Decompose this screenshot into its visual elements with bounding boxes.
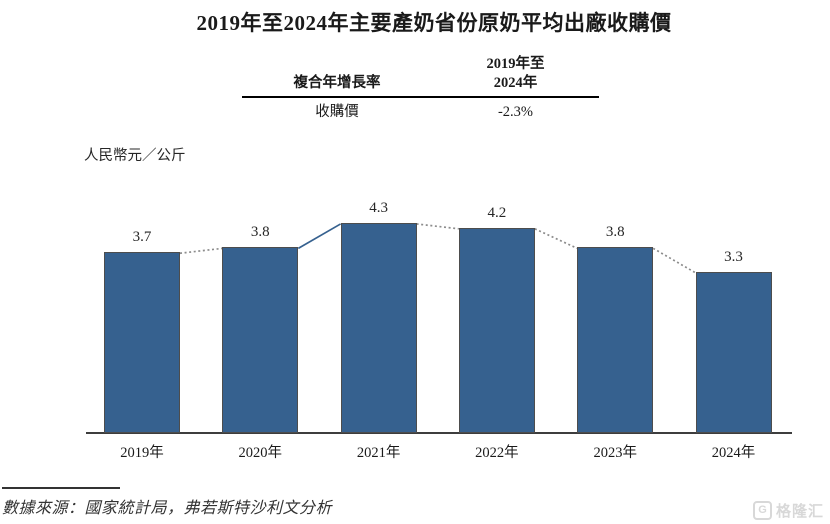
source-note: 數據來源：國家統計局，弗若斯特沙利文分析 xyxy=(2,500,333,517)
value-label-2022年: 4.2 xyxy=(487,204,507,221)
bar-2020年 xyxy=(222,247,299,433)
gelonghui-watermark: G 格隆汇 xyxy=(752,500,824,521)
cagr-period-header: 2019年至 2024年 xyxy=(432,55,599,93)
bar-2023年 xyxy=(577,247,654,433)
connector-2020年-2021年 xyxy=(297,223,342,250)
value-label-2019年: 3.7 xyxy=(132,229,152,246)
gelonghui-logo-text: 格隆汇 xyxy=(775,503,824,520)
bar-2022年 xyxy=(458,227,535,433)
value-label-2021年: 4.3 xyxy=(369,199,388,216)
gelonghui-logo-icon: G xyxy=(752,501,772,520)
cagr-row-label: 收購價 xyxy=(315,104,359,120)
x-axis-label-2023年: 2023年 xyxy=(593,445,637,461)
footnote-divider xyxy=(2,487,120,489)
x-axis-label-2019年: 2019年 xyxy=(120,445,164,461)
cagr-period-line2: 2024年 xyxy=(493,75,538,91)
connector-2023年-2024年 xyxy=(652,247,696,274)
x-axis-label-2021年: 2021年 xyxy=(356,445,401,461)
bar-2021年 xyxy=(340,222,417,433)
bar-2019年 xyxy=(104,252,180,433)
y-axis-unit-label: 人民幣元／公斤 xyxy=(84,148,186,164)
cagr-table: 複合年增長率 2019年至 2024年 收購價 -2.3% xyxy=(242,55,599,122)
x-axis-label-2024年: 2024年 xyxy=(711,445,756,461)
x-axis-line xyxy=(86,432,792,434)
connector-2019年-2020年 xyxy=(179,247,223,255)
x-axis-label-2020年: 2020年 xyxy=(238,445,283,461)
value-label-2024年: 3.3 xyxy=(724,248,743,265)
cagr-table-data-row: 收購價 -2.3% xyxy=(242,98,599,122)
connector-2022年-2023年 xyxy=(534,228,578,250)
cagr-row-value: -2.3% xyxy=(497,104,534,120)
value-label-2023年: 3.8 xyxy=(605,224,625,241)
cagr-period-line1: 2019年至 xyxy=(486,56,545,72)
connector-2021年-2022年 xyxy=(416,223,459,230)
cagr-metric-header: 複合年增長率 xyxy=(293,75,381,91)
page-title: 2019年至2024年主要產奶省份原奶平均出廠收購價 xyxy=(196,11,672,35)
value-label-2020年: 3.8 xyxy=(250,224,270,241)
bar-2024年 xyxy=(695,271,772,433)
cagr-table-header-row: 複合年增長率 2019年至 2024年 xyxy=(242,55,599,98)
x-axis-label-2022年: 2022年 xyxy=(475,445,519,461)
